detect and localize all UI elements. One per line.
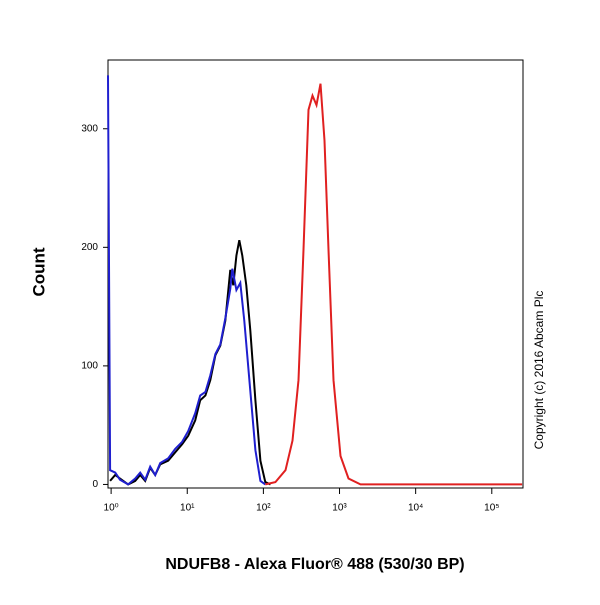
x-tick-label: 10⁴ [408,503,423,514]
x-tick-label: 10² [256,503,271,514]
plot-frame [107,59,524,489]
histogram-line [265,83,523,486]
x-tick-label: 10⁰ [104,503,119,514]
y-tick-label: 100 [81,361,98,372]
histogram-line [107,75,266,486]
x-tick-label: 10¹ [180,503,195,514]
y-axis-label: Count [29,247,48,296]
x-tick-label: 10³ [332,503,347,514]
histogram-line [109,240,271,486]
copyright: Copyright (c) 2016 Abcam Plc [532,291,546,450]
x-axis-label: NDUFB8 - Alexa Fluor® 488 (530/30 BP) [165,556,464,573]
y-tick-label: 0 [92,479,98,490]
y-tick-label: 300 [81,123,98,134]
y-tick-label: 200 [81,242,98,253]
x-tick-label: 10⁵ [484,503,499,514]
